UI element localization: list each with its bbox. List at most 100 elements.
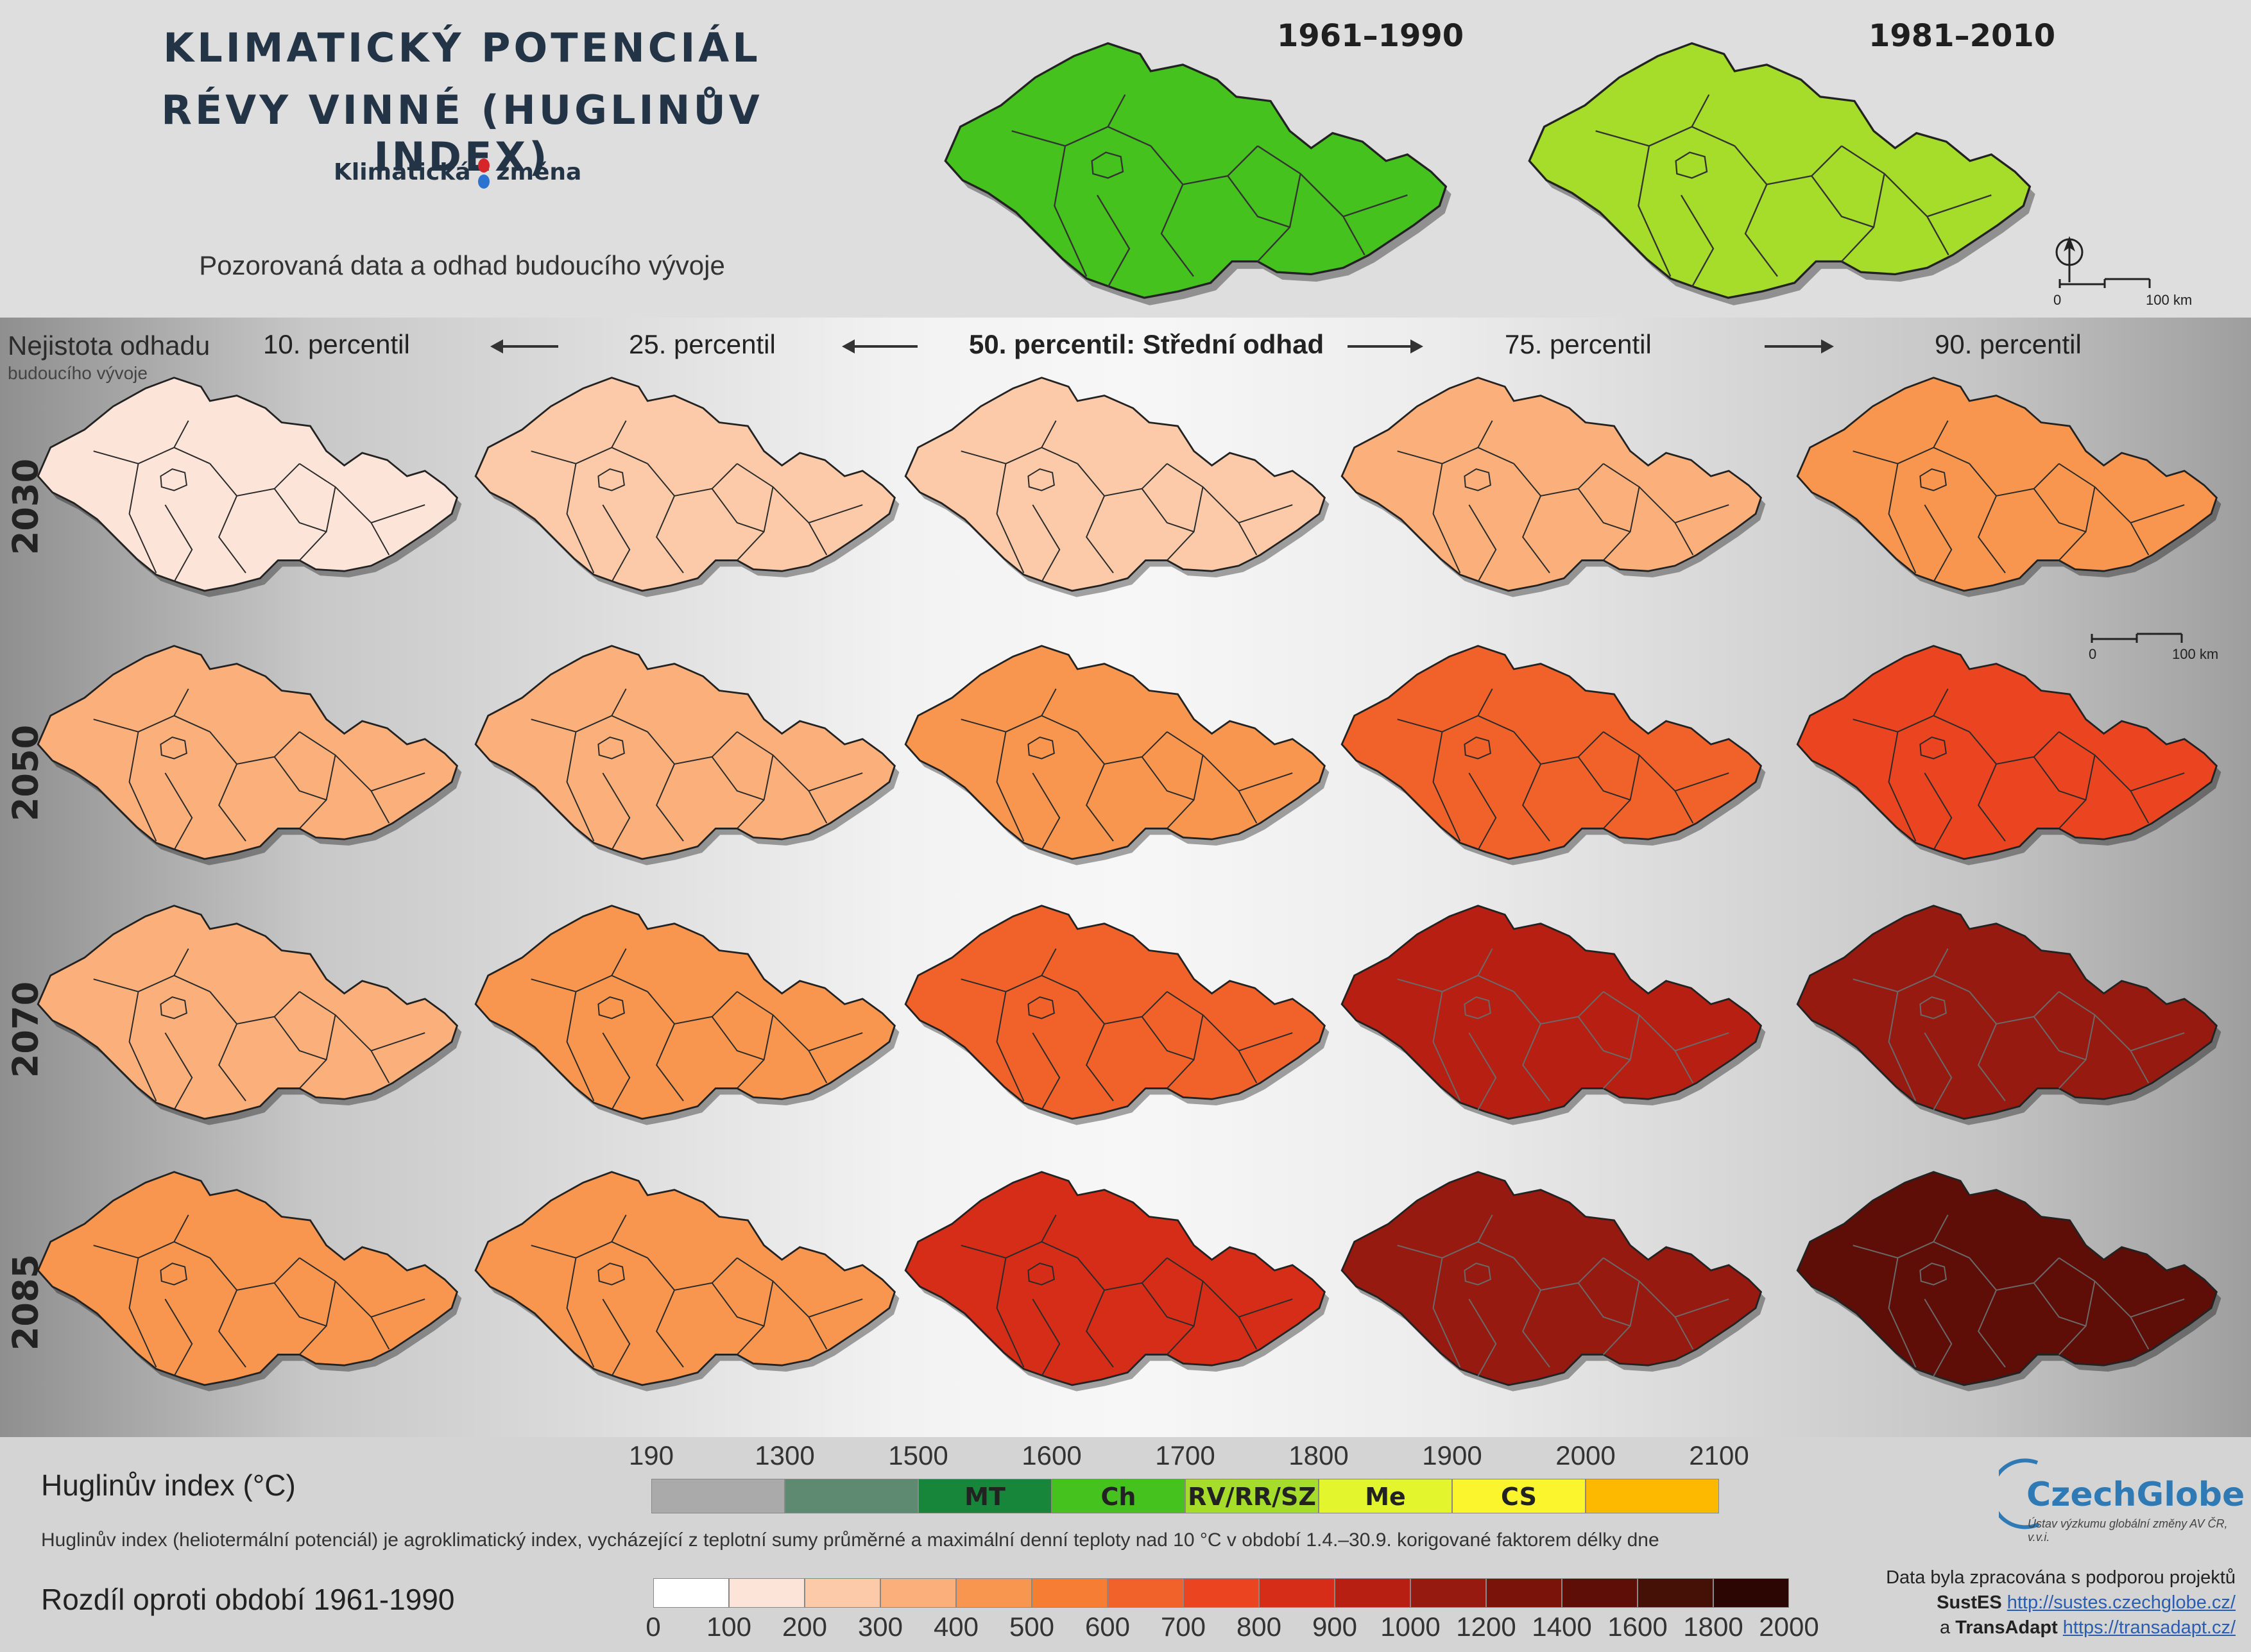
legend-hi-tick: 1300 — [755, 1440, 815, 1470]
legend-diff-swatch-2 — [729, 1578, 805, 1608]
legend-diff-tick: 500 — [1009, 1612, 1055, 1642]
legend-diff-tick: 800 — [1236, 1612, 1282, 1642]
legend-diff-title: Rozdíl oproti období 1961-1990 — [41, 1583, 455, 1616]
subtitle: Pozorovaná data a odhad budoucího vývoje — [199, 250, 725, 280]
projection-map-2085-col3 — [904, 1171, 1330, 1392]
legend-hi-class-1 — [651, 1479, 785, 1513]
brand-text-1: Klimatická — [334, 159, 471, 185]
projection-map-2030-col3 — [904, 377, 1330, 597]
projection-map-2070-col3 — [904, 905, 1330, 1125]
legend-diff-swatch-4 — [880, 1578, 956, 1608]
legend-hi-class-5: RV/RR/SZ — [1185, 1479, 1319, 1513]
column-header-p50: 50. percentil: Střední odhad — [969, 329, 1324, 359]
projection-map-2070-col5 — [1796, 905, 2221, 1125]
czechglobe-logo — [1999, 1458, 2040, 1529]
title-line-2: RÉVY VINNÉ (HUGLINŮV INDEX) — [161, 87, 763, 180]
column-header-p10: 10. percentil — [263, 329, 410, 359]
sustes-link[interactable]: http://sustes.czechglobe.cz/ — [2007, 1592, 2236, 1613]
transadapt-link[interactable]: https://transadapt.cz/ — [2062, 1617, 2236, 1638]
thermometer-drops-icon — [475, 157, 493, 189]
project-name-transadapt: TransAdapt — [1955, 1617, 2058, 1638]
projection-map-2030-col5 — [1796, 377, 2221, 597]
legend-diff-tick: 400 — [933, 1612, 979, 1642]
scale-bar-top — [2058, 278, 2151, 288]
scale-start-grid: 0 — [2089, 646, 2097, 662]
scale-end-grid: 100 km — [2172, 646, 2219, 662]
legend-diff-tick: 1800 — [1683, 1612, 1743, 1642]
legend-diff-tick: 200 — [782, 1612, 828, 1642]
legend-diff-tick: 900 — [1312, 1612, 1358, 1642]
legend-diff-swatch-8 — [1183, 1578, 1259, 1608]
column-header-p25: 25. percentil — [629, 329, 776, 359]
legend-diff-tick: 700 — [1160, 1612, 1206, 1642]
legend-hi-tick: 1800 — [1288, 1440, 1349, 1470]
brand-logo: Klimatická změna — [334, 157, 581, 189]
legend-diff-tick: 600 — [1084, 1612, 1131, 1642]
column-header-p75: 75. percentil — [1505, 329, 1652, 359]
legend-hi-title: Huglinův index (°C) — [41, 1469, 296, 1502]
projection-map-2070-col2 — [474, 905, 900, 1125]
scale-end-top: 100 km — [2146, 292, 2193, 308]
legend-diff-tick: 1200 — [1456, 1612, 1516, 1642]
credits-line-2: SustES http://sustes.czechglobe.cz/ — [1937, 1592, 2236, 1614]
projection-map-2070-col1 — [37, 905, 462, 1125]
projection-map-2050-col3 — [904, 645, 1330, 865]
scale-start-top: 0 — [2053, 292, 2062, 308]
legend-diff-swatch-1 — [653, 1578, 729, 1608]
projection-map-2085-col4 — [1340, 1171, 1766, 1392]
legend-diff-tick: 1600 — [1607, 1612, 1668, 1642]
legend-hi-class-2 — [785, 1479, 918, 1513]
project-name-sustes: SustES — [1937, 1592, 2002, 1613]
legend-diff-tick: 1000 — [1380, 1612, 1441, 1642]
czechglobe-subtitle: Ústav výzkumu globální změny AV ČR, v.v.… — [2028, 1517, 2228, 1544]
legend-diff-tick: 2000 — [1759, 1612, 1819, 1642]
arrow-left-icon — [842, 339, 918, 353]
legend-diff-swatch-11 — [1410, 1578, 1486, 1608]
projection-map-2085-col2 — [474, 1171, 900, 1392]
legend-diff-swatch-7 — [1108, 1578, 1183, 1608]
observed-period-1961-1990: 1961–1990 — [1277, 18, 1464, 54]
legend-diff-swatch-9 — [1259, 1578, 1335, 1608]
projection-map-2085-col5 — [1796, 1171, 2221, 1392]
scale-bar-grid — [2091, 633, 2183, 643]
legend-diff-swatch-15 — [1713, 1578, 1789, 1608]
legend-hi-tick: 1600 — [1022, 1440, 1082, 1470]
north-arrow-icon — [2055, 236, 2084, 282]
observed-period-1981-2010: 1981–2010 — [1869, 18, 2056, 54]
legend-diff-swatch-12 — [1486, 1578, 1562, 1608]
projection-map-2050-col1 — [37, 645, 462, 865]
legend-diff-swatch-5 — [956, 1578, 1032, 1608]
brand-text-2: změna — [496, 159, 582, 185]
legend-hi-class-7: CS — [1452, 1479, 1586, 1513]
legend-diff-swatch-6 — [1032, 1578, 1108, 1608]
title-line-1: KLIMATICKÝ POTENCIÁL — [163, 24, 761, 71]
projection-map-2030-col1 — [37, 377, 462, 597]
legend-hi-tick: 2000 — [1555, 1440, 1616, 1470]
legend-diff-swatch-3 — [805, 1578, 880, 1608]
legend-hi-tick: 2100 — [1689, 1440, 1749, 1470]
uncertainty-sublabel: budoucího vývoje — [8, 363, 148, 383]
credits-connector: a — [1940, 1617, 1951, 1638]
arrow-right-icon — [1765, 339, 1834, 353]
column-header-p90: 90. percentil — [1935, 329, 2082, 359]
legend-diff-swatch-10 — [1335, 1578, 1410, 1608]
observed-map-1961–1990 — [944, 42, 1451, 305]
legend-hi-class-6: Me — [1319, 1479, 1452, 1513]
projection-map-2050-col2 — [474, 645, 900, 865]
legend-diff-tick: 300 — [857, 1612, 903, 1642]
legend-diff-swatch-14 — [1638, 1578, 1713, 1608]
projection-map-2050-col4 — [1340, 645, 1766, 865]
observed-map-1981–2010 — [1528, 42, 2035, 305]
legend-hi-class-4: Ch — [1052, 1479, 1185, 1513]
legend-hi-tick: 190 — [628, 1440, 674, 1470]
credits-line-1: Data byla zpracována s podporou projektů — [1886, 1567, 2236, 1588]
legend-diff-tick: 100 — [706, 1612, 752, 1642]
legend-panel — [0, 1437, 2251, 1652]
credits-line-3: a TransAdapt https://transadapt.cz/ — [1940, 1617, 2236, 1639]
projection-map-2085-col1 — [37, 1171, 462, 1392]
legend-diff-tick: 1400 — [1532, 1612, 1592, 1642]
arrow-right-icon — [1348, 339, 1423, 353]
projection-map-2030-col2 — [474, 377, 900, 597]
legend-hi-class-3: MT — [918, 1479, 1052, 1513]
projection-map-2030-col4 — [1340, 377, 1766, 597]
